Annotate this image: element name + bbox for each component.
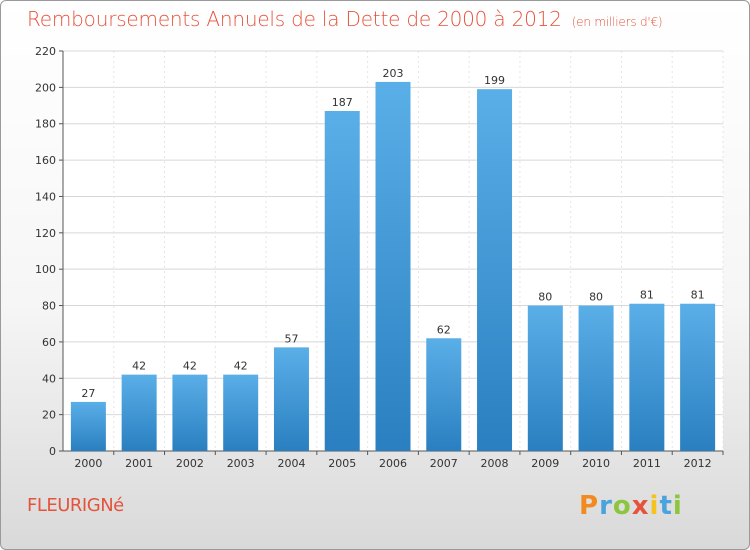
- y-tick-label: 0: [49, 445, 56, 458]
- bar-value-label: 199: [484, 74, 505, 87]
- y-tick-label: 40: [42, 372, 56, 385]
- bar-value-label: 203: [383, 67, 404, 80]
- bar: [426, 338, 462, 451]
- x-tick-label: 2005: [328, 457, 356, 470]
- x-tick-label: 2000: [74, 457, 102, 470]
- x-tick-label: 2008: [481, 457, 509, 470]
- commune-name: FLEURIGNé: [27, 495, 124, 516]
- bar: [172, 374, 208, 451]
- logo-letter: o: [612, 491, 632, 521]
- logo-letter: x: [631, 491, 650, 521]
- bar: [324, 111, 360, 451]
- bar: [273, 347, 309, 451]
- bar-value-label: 42: [183, 360, 197, 373]
- bar: [578, 305, 614, 451]
- logo-letter: t: [659, 491, 673, 521]
- logo-letter: i: [672, 491, 683, 521]
- bar-value-label: 42: [132, 360, 146, 373]
- y-tick-label: 60: [42, 336, 56, 349]
- x-tick-label: 2007: [430, 457, 458, 470]
- y-tick-label: 160: [35, 154, 56, 167]
- x-tick-label: 2011: [633, 457, 661, 470]
- x-tick-label: 2012: [684, 457, 712, 470]
- bar: [121, 374, 157, 451]
- y-tick-label: 140: [35, 190, 56, 203]
- chart-title-text: Remboursements Annuels de la Dette de 20…: [27, 7, 562, 31]
- y-tick-label: 20: [42, 409, 56, 422]
- bar-value-label: 42: [234, 360, 248, 373]
- bar-value-label: 57: [284, 332, 298, 345]
- bar: [375, 81, 411, 451]
- x-tick-label: 2002: [176, 457, 204, 470]
- logo-letter: i: [649, 491, 660, 521]
- y-tick-label: 220: [35, 45, 56, 58]
- bar: [527, 305, 563, 451]
- y-tick-label: 180: [35, 118, 56, 131]
- chart-unit: (en milliers d'€): [571, 15, 663, 29]
- y-tick-label: 120: [35, 227, 56, 240]
- bar-value-label: 81: [640, 289, 654, 302]
- bar-value-label: 187: [332, 96, 353, 109]
- bar-value-label: 81: [691, 289, 705, 302]
- x-tick-label: 2004: [277, 457, 305, 470]
- bar: [223, 374, 259, 451]
- logo-letter: r: [599, 491, 613, 521]
- bar-value-label: 80: [538, 291, 552, 304]
- bar-value-label: 62: [437, 323, 451, 336]
- bar-value-label: 27: [81, 387, 95, 400]
- x-tick-label: 2010: [582, 457, 610, 470]
- logo-letter: P: [579, 491, 600, 521]
- y-tick-label: 80: [42, 300, 56, 313]
- x-tick-label: 2003: [227, 457, 255, 470]
- proxiti-logo[interactable]: Proxiti: [579, 491, 683, 521]
- y-tick-label: 100: [35, 263, 56, 276]
- chart-title: Remboursements Annuels de la Dette de 20…: [27, 7, 663, 31]
- bar: [70, 401, 106, 451]
- x-tick-label: 2006: [379, 457, 407, 470]
- bar: [629, 303, 665, 451]
- x-tick-label: 2001: [125, 457, 153, 470]
- x-tick-label: 2009: [531, 457, 559, 470]
- bar: [477, 89, 513, 451]
- bar: [680, 303, 716, 451]
- y-tick-label: 200: [35, 81, 56, 94]
- bar-value-label: 80: [589, 291, 603, 304]
